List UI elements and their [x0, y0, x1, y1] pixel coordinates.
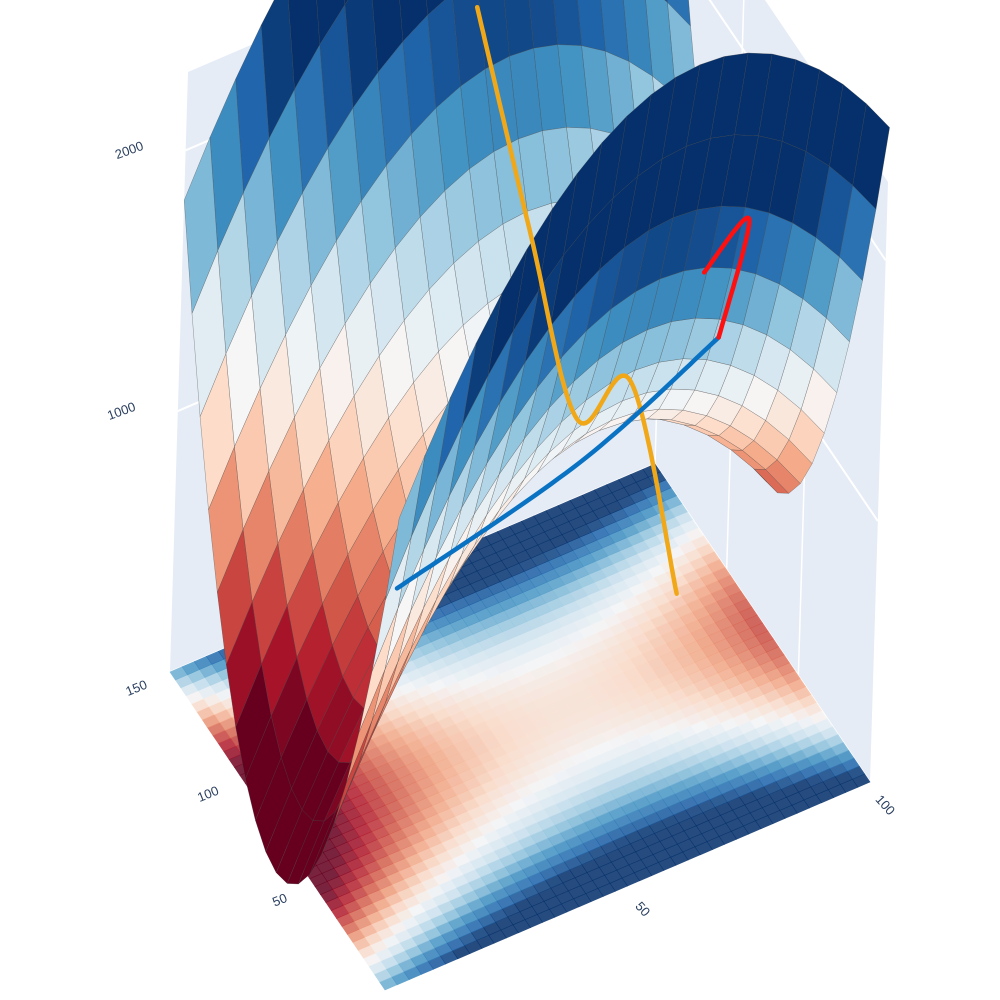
x-tick-label: 100 [873, 792, 899, 818]
line-trace-2 [394, 335, 721, 591]
line-trace-3 [701, 215, 752, 340]
z-tick-label: 2000 [113, 138, 145, 162]
y-tick-label: 100 [195, 783, 221, 805]
surface [183, 0, 890, 885]
floor-heatmap [169, 463, 871, 991]
y-tick-label: 150 [123, 677, 149, 699]
z-tick-label: 1000 [105, 399, 137, 423]
surface-patch [385, 455, 426, 600]
line-traces [394, 4, 752, 596]
line-trace-1 [474, 4, 679, 596]
y-tick-label: 50 [270, 890, 289, 909]
x-tick-label: 50 [632, 899, 653, 920]
